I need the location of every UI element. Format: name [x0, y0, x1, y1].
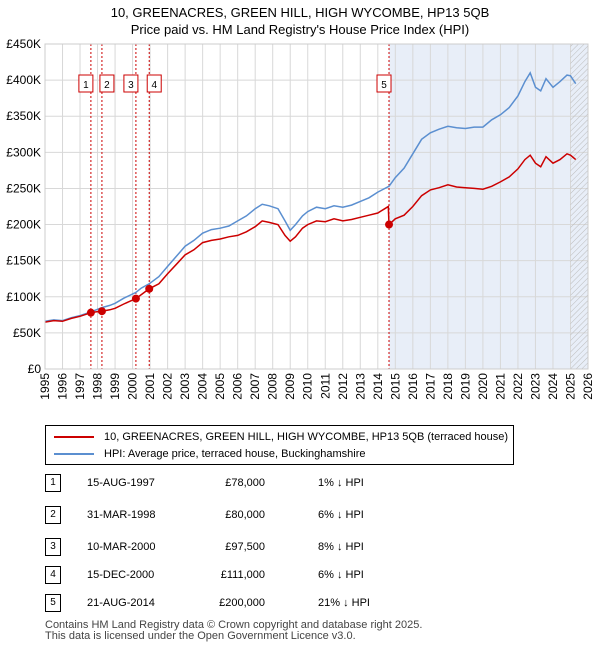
x-tick-label: 2021 [493, 373, 507, 400]
x-tick-label: 2009 [283, 373, 297, 400]
x-tick-label: 2018 [441, 373, 455, 400]
sale-price: £97,500 [225, 541, 265, 553]
sale-label-box [146, 74, 162, 93]
x-tick-label: 1997 [73, 373, 87, 400]
y-tick-label: £300K [6, 145, 41, 159]
y-tick-label: £450K [6, 37, 41, 51]
sale-date: 15-DEC-2000 [87, 569, 155, 581]
sale-marker [97, 307, 106, 316]
x-tick-label: 2004 [196, 373, 210, 400]
sale-hpi-diff: 1% ↓ HPI [318, 477, 364, 489]
y-tick-label: £0 [28, 362, 42, 376]
x-tick-label: 2006 [231, 373, 245, 400]
sale-label-text: 2 [104, 80, 110, 91]
x-tick-label: 1996 [56, 373, 70, 400]
future-hatch [570, 44, 588, 369]
sale-label-box [123, 74, 139, 93]
sale-number-badge: 2 [45, 506, 61, 524]
sale-price: £78,000 [225, 477, 265, 489]
y-tick-label: £250K [6, 181, 41, 195]
sale-number-badge: 4 [45, 566, 61, 584]
footer-license: This data is licensed under the Open Gov… [45, 630, 356, 642]
sale-label-box [376, 74, 392, 93]
post-sale-band [389, 44, 588, 369]
x-tick-label: 2023 [528, 373, 542, 400]
chart-subtitle: Price paid vs. HM Land Registry's House … [130, 22, 470, 37]
table-row: 1 15-AUG-1997 £78,000 1% ↓ HPI [0, 474, 600, 494]
x-tick-label: 2015 [388, 373, 402, 400]
sale-date: 21-AUG-2014 [87, 597, 155, 609]
x-tick-label: 2020 [476, 373, 490, 400]
sale-number-badge: 5 [45, 594, 61, 612]
x-tick-label: 2001 [143, 373, 157, 400]
legend-label-hpi: HPI: Average price, terraced house, Buck… [104, 448, 366, 460]
x-tick-label: 2002 [161, 373, 175, 400]
sale-hpi-diff: 8% ↓ HPI [318, 541, 364, 553]
footer-copyright: Contains HM Land Registry data © Crown c… [45, 619, 423, 631]
x-tick-label: 1999 [108, 373, 122, 400]
legend-swatch-price [54, 436, 94, 438]
x-tick-label: 2011 [318, 373, 332, 399]
x-tick-label: 1998 [91, 373, 105, 400]
y-tick-label: £350K [6, 109, 41, 123]
y-tick-label: £100K [6, 290, 41, 304]
x-tick-label: 2019 [458, 373, 472, 400]
sale-hpi-diff: 6% ↓ HPI [318, 569, 364, 581]
sale-hpi-diff: 21% ↓ HPI [318, 597, 370, 609]
legend-item-price: 10, GREENACRES, GREEN HILL, HIGH WYCOMBE… [54, 429, 508, 445]
sale-price: £111,000 [220, 569, 265, 581]
sale-number-badge: 1 [45, 474, 61, 492]
y-tick-label: £50K [13, 326, 41, 340]
x-tick-label: 2025 [563, 373, 577, 400]
sale-label-box [78, 74, 94, 93]
price-chart: 1 2 3 4 5 £0 £50K £100K £150K £200K £250K £300K £350… [6, 37, 595, 400]
sale-date: 10-MAR-2000 [87, 541, 156, 553]
x-tick-label: 2017 [423, 373, 437, 400]
sale-date: 15-AUG-1997 [87, 477, 155, 489]
sale-label-text: 3 [128, 80, 134, 91]
y-tick-label: £200K [6, 218, 41, 232]
legend-item-hpi: HPI: Average price, terraced house, Buck… [54, 446, 366, 462]
plot-frame [44, 43, 589, 370]
table-row: 4 15-DEC-2000 £111,000 6% ↓ HPI [0, 566, 600, 586]
x-tick-label: 2008 [266, 373, 280, 400]
x-tick-label: 2007 [248, 373, 262, 400]
sale-label-text: 4 [151, 80, 157, 91]
sale-date: 31-MAR-1998 [87, 509, 156, 521]
x-tick-label: 1995 [38, 373, 52, 400]
sale-price: £200,000 [219, 597, 265, 609]
sale-marker [131, 294, 140, 303]
sale-hpi-diff: 6% ↓ HPI [318, 509, 364, 521]
sale-number-badge: 3 [45, 538, 61, 556]
x-tick-label: 2003 [178, 373, 192, 400]
sale-label-text: 5 [381, 80, 387, 91]
x-tick-label: 2014 [371, 373, 385, 400]
chart-legend: 10, GREENACRES, GREEN HILL, HIGH WYCOMBE… [45, 425, 514, 465]
legend-swatch-hpi [54, 453, 94, 455]
sale-marker [145, 284, 154, 293]
legend-label-price: 10, GREENACRES, GREEN HILL, HIGH WYCOMBE… [104, 431, 509, 443]
sale-price: £80,000 [225, 509, 265, 521]
sale-marker [385, 220, 394, 229]
table-row: 2 31-MAR-1998 £80,000 6% ↓ HPI [0, 506, 600, 526]
x-tick-label: 2005 [213, 373, 227, 400]
chart-title: 10, GREENACRES, GREEN HILL, HIGH WYCOMBE… [110, 5, 490, 20]
footer-note: Contains HM Land Registry data © Crown c… [45, 620, 422, 642]
x-tick-label: 2024 [546, 373, 560, 400]
x-tick-label: 2010 [301, 373, 315, 400]
sale-label-box [99, 74, 115, 93]
x-tick-label: 2012 [336, 373, 350, 400]
x-tick-label: 2016 [406, 373, 420, 400]
sale-marker [86, 308, 95, 317]
y-tick-label: £400K [6, 73, 41, 87]
x-tick-label: 2013 [353, 373, 367, 400]
table-row: 3 10-MAR-2000 £97,500 8% ↓ HPI [0, 538, 600, 558]
y-tick-label: £150K [6, 254, 41, 268]
x-tick-label: 2000 [126, 373, 140, 400]
table-row: 5 21-AUG-2014 £200,000 21% ↓ HPI [0, 594, 600, 614]
sale-label-text: 1 [83, 80, 89, 91]
x-tick-label: 2022 [511, 373, 525, 400]
hpi-line [44, 71, 577, 323]
x-tick-label: 2026 [581, 373, 595, 400]
